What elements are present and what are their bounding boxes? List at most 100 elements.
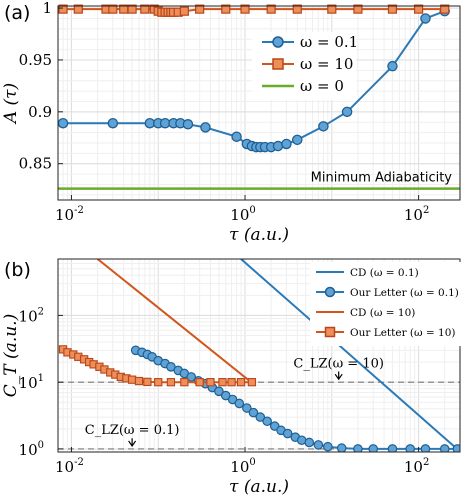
panel-b-frame [57, 258, 461, 453]
data-point [107, 117, 119, 129]
data-point [282, 428, 293, 439]
data-point [179, 6, 189, 16]
data-point [58, 4, 68, 14]
arrow-icon [128, 438, 137, 447]
data-point [336, 443, 347, 452]
data-point [180, 378, 189, 387]
legend-label-omega-0p1: ω = 0.1 [300, 33, 358, 51]
data-point [227, 378, 236, 387]
x-tick-exponent: 2 [423, 205, 429, 216]
panel-a: (a) 0.85 0.9 0.95 1 10-2 100 102 Minimum Adiab… [1, 0, 461, 245]
data-point [420, 444, 431, 452]
data-point [231, 131, 242, 142]
data-point [405, 444, 415, 452]
data-point [166, 378, 176, 387]
legend-marker-circle [324, 286, 336, 298]
data-point [452, 444, 460, 452]
y-tick-label: 102 [19, 306, 44, 325]
y-tick-label: 1 [42, 0, 52, 17]
x-tick-label: 102 [404, 457, 429, 476]
data-point [57, 117, 69, 129]
legend-label-cd-omega-0p1: CD (ω = 0.1) [350, 267, 419, 279]
panel-a-label: (a) [4, 2, 30, 24]
legend-marker-square [272, 58, 284, 70]
x-tick-exponent: 0 [249, 457, 255, 468]
panel-b-label: (b) [4, 259, 31, 281]
series-line [96, 259, 253, 384]
data-point [387, 4, 398, 14]
x-tick-label: 10-2 [55, 205, 84, 224]
data-point [313, 440, 324, 450]
data-point [304, 437, 315, 448]
data-point [272, 140, 284, 152]
panel-a-x-axis-label: τ (a.u.) [229, 225, 289, 245]
data-point [368, 444, 379, 452]
data-point [195, 4, 205, 14]
x-tick-exponent: -2 [74, 457, 84, 468]
data-point [186, 372, 197, 382]
data-point [439, 444, 450, 452]
y-tick-label: 0.9 [28, 103, 52, 121]
data-point [134, 376, 144, 386]
data-point [73, 4, 83, 14]
panel-a-frame [57, 5, 461, 201]
data-point [440, 4, 450, 14]
data-point [182, 119, 194, 130]
data-point [214, 386, 224, 397]
data-point [143, 377, 152, 387]
data-point [200, 122, 211, 133]
data-point [154, 378, 163, 387]
panel-a-legend-box [252, 32, 356, 100]
panel-a-annotation: Minimum Adiabaticity [311, 171, 453, 186]
x-tick-exponent: -2 [74, 205, 84, 216]
y-tick-label: 100 [19, 440, 44, 459]
data-point [387, 60, 398, 72]
data-point [221, 4, 231, 14]
panel-b-legend: CD (ω = 0.1) Our Letter (ω = 0.1) CD (ω … [310, 262, 464, 346]
x-tick-exponent: 2 [423, 457, 429, 468]
data-point [127, 375, 137, 384]
data-point [140, 4, 150, 14]
data-point [292, 4, 302, 14]
data-point [266, 4, 276, 14]
y-tick-exponent: 0 [38, 440, 44, 451]
y-tick-label: 0.95 [19, 51, 52, 69]
x-tick-exponent: 0 [249, 205, 255, 216]
arrow-icon [334, 371, 343, 381]
data-point [242, 403, 252, 413]
x-tick-label: 100 [230, 457, 255, 476]
panel-b-series [58, 259, 460, 452]
data-point [387, 444, 398, 452]
data-point [218, 378, 227, 387]
data-point [318, 121, 329, 132]
data-point [206, 378, 215, 387]
legend-label-cd-omega-10: CD (ω = 10) [350, 307, 415, 319]
annotation-clz-omega-0p1: C_LZ(ω = 0.1) [85, 423, 180, 438]
data-point [248, 407, 259, 418]
data-point [255, 412, 266, 422]
data-point [327, 4, 337, 14]
y-tick-label: 0.85 [19, 155, 52, 173]
data-point [127, 4, 137, 14]
data-point [236, 378, 246, 387]
x-tick-label: 10-2 [55, 457, 84, 476]
y-tick-exponent: 2 [38, 306, 44, 317]
data-point [195, 378, 204, 387]
data-point [323, 441, 333, 452]
y-tick-label: 101 [19, 373, 44, 392]
legend-label-omega-0: ω = 0 [300, 77, 344, 95]
data-point [240, 4, 250, 14]
data-point [341, 106, 353, 118]
annotation-clz-omega-10: C_LZ(ω = 10) [293, 356, 384, 371]
x-tick-label: 102 [404, 205, 429, 224]
panel-b-x-axis-label: τ (a.u.) [229, 477, 289, 497]
data-point [292, 134, 303, 146]
data-point [281, 138, 292, 150]
panel-a-series [57, 4, 460, 190]
legend-label-letter-omega-0p1: Our Letter (ω = 0.1) [350, 287, 459, 299]
legend-marker-square [324, 326, 336, 338]
data-point [247, 378, 257, 387]
panel-b: (b) 100 101 102 10-2 100 102 C_LZ(ω = 10) C_L… [1, 258, 464, 497]
panel-a-legend: ω = 0.1 ω = 10 ω = 0 [252, 32, 358, 100]
